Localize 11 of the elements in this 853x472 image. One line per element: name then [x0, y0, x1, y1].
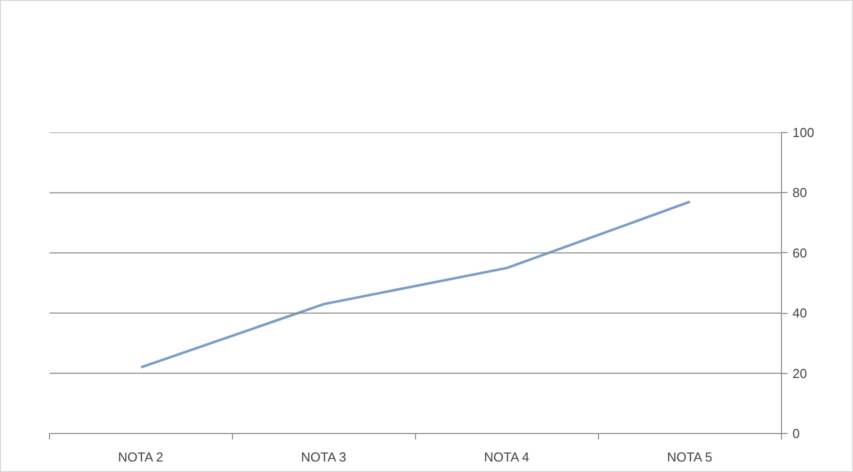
line-series — [140, 200, 692, 369]
y-tick-label: 60 — [792, 245, 807, 260]
y-tick-label: 40 — [792, 306, 807, 321]
y-tick-label: 0 — [792, 426, 800, 441]
y-tick-label: 20 — [792, 366, 807, 381]
x-tick-label: NOTA 2 — [118, 450, 164, 464]
x-tick-label: NOTA 5 — [667, 450, 712, 464]
y-tick-label: 100 — [792, 125, 814, 140]
y-tick-label: 80 — [792, 185, 807, 200]
x-tick-label: NOTA 3 — [301, 450, 346, 464]
x-tick-label: NOTA 4 — [484, 450, 530, 464]
